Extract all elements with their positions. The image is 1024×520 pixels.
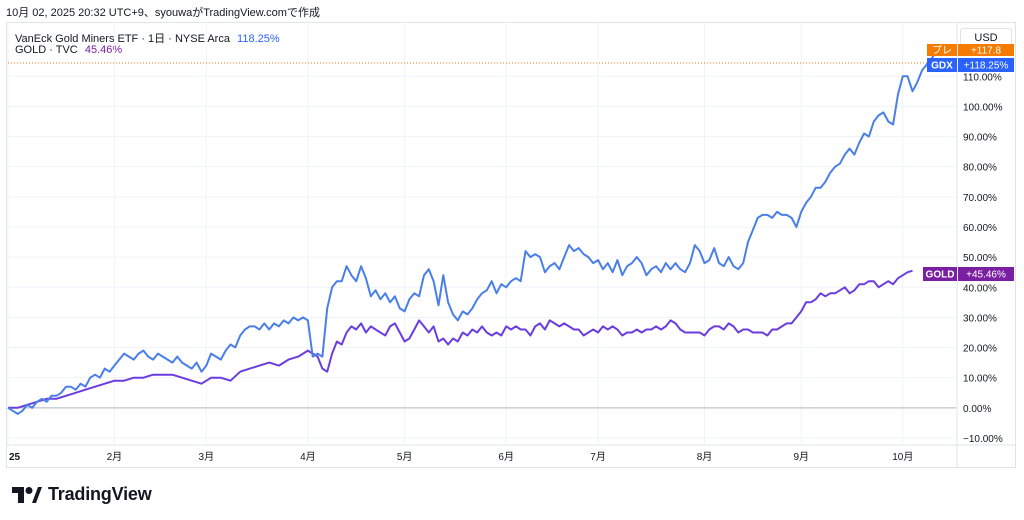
badge-gold-value-bg [958, 267, 1014, 281]
legend-gdx-name: VanEck Gold Miners ETF · 1日 · NYSE Arca [15, 33, 230, 45]
time-axis[interactable]: 25 2月 3月 4月 5月 6月 7月 8月 9月 10月 [9, 451, 913, 463]
y-tick-label: 30.00% [963, 313, 997, 324]
tradingview-logo-icon [12, 486, 42, 503]
x-tick-label: 8月 [697, 451, 713, 463]
y-tick-label: 70.00% [963, 193, 997, 204]
badge-gold: GOLD +45.46% [923, 267, 1014, 281]
badge-gdx: GDX +118.25% [927, 58, 1014, 72]
series-line-gdx[interactable] [7, 50, 938, 415]
y-tick-label: 100.00% [963, 102, 1003, 113]
x-tick-label: 10月 [892, 451, 913, 463]
x-tick-label: 4月 [300, 451, 316, 463]
series-layer [7, 50, 938, 415]
legend-gdx-value: 118.25% [237, 33, 280, 45]
series-line-gold[interactable] [8, 269, 913, 409]
badge-gold-value: +45.46% [966, 270, 1006, 281]
badge-pre-label: プレ [932, 45, 952, 57]
y-tick-label: 80.00% [963, 163, 997, 174]
y-tick-label: 20.00% [963, 344, 997, 355]
x-tick-label: 3月 [199, 451, 215, 463]
tradingview-brand: TradingView [48, 484, 152, 504]
chart-frame [6, 22, 1016, 468]
y-tick-label: 50.00% [963, 253, 997, 264]
chart-attribution: 10月 02, 2025 20:32 UTC+9、syouwaがTradingV… [6, 7, 320, 19]
y-tick-label: −10.00% [963, 434, 1003, 445]
x-tick-label: 25 [9, 452, 21, 463]
y-tick-label: 40.00% [963, 283, 997, 294]
y-tick-label: 60.00% [963, 223, 997, 234]
legend-gold[interactable]: GOLD · TVC 45.46% [15, 44, 122, 56]
grid-lines [7, 22, 956, 444]
badge-gdx-value-bg [958, 58, 1014, 72]
currency-selector[interactable]: USD [960, 28, 1012, 46]
y-tick-label: 110.00% [963, 72, 1002, 83]
tradingview-logo[interactable]: TradingView [12, 484, 152, 505]
badge-gold-label-bg [923, 267, 957, 281]
price-axis[interactable]: −10.00% 0.00% 10.00% 20.00% 30.00% 40.00% 50.0… [963, 72, 1003, 445]
x-tick-label: 6月 [498, 451, 514, 463]
badge-pre-value: +117.8 [971, 46, 1002, 57]
badge-pre: プレ +117.8 [927, 44, 1014, 57]
x-tick-label: 5月 [397, 451, 413, 463]
y-tick-label: 10.00% [963, 374, 997, 385]
badge-gdx-label-bg [927, 58, 957, 72]
x-tick-label: 9月 [793, 451, 809, 463]
legend-gdx[interactable]: VanEck Gold Miners ETF · 1日 · NYSE Arca … [15, 30, 280, 46]
y-tick-label: 0.00% [963, 404, 991, 415]
badge-pre-label-bg [927, 44, 957, 56]
badge-gdx-label: GDX [931, 61, 953, 72]
badge-gold-label: GOLD [926, 270, 955, 281]
x-tick-label: 7月 [590, 451, 606, 463]
badge-pre-value-bg [958, 44, 1014, 56]
x-tick-label: 2月 [107, 451, 123, 463]
legend-gold-value: 45.46% [84, 44, 123, 56]
y-tick-label: 90.00% [963, 133, 997, 144]
badge-gdx-value: +118.25% [964, 61, 1009, 72]
legend-gold-name: GOLD · TVC [15, 44, 78, 56]
